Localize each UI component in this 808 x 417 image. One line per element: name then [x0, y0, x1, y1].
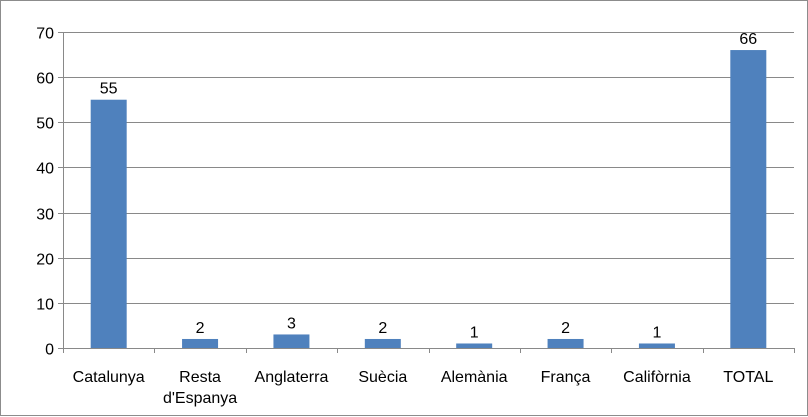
y-tick-label: 20 [36, 252, 54, 269]
data-label: 1 [652, 324, 661, 341]
x-tick-label: TOTAL [723, 369, 773, 386]
bar [730, 50, 767, 349]
y-tick-label: 60 [36, 71, 54, 88]
data-label: 1 [470, 324, 479, 341]
bars [90, 50, 767, 349]
x-tick-label: Alemània [441, 369, 508, 386]
x-axis-tick-labels: Catalunya Resta d'Espanya Anglaterra Suècia A… [73, 369, 774, 407]
y-tick-label: 70 [36, 26, 54, 43]
axes [63, 32, 795, 353]
bar [182, 338, 219, 348]
y-tick-label: 0 [45, 342, 54, 359]
x-tick-label: Resta d'Espanya [163, 369, 237, 407]
x-tick-label: França [541, 369, 591, 386]
bar [456, 343, 493, 348]
x-tick-label: Anglaterra [255, 369, 329, 386]
x-tick-label: Califòrnia [623, 369, 691, 386]
data-label: 2 [378, 320, 387, 337]
data-label: 2 [561, 320, 570, 337]
data-label: 55 [100, 81, 118, 98]
data-label: 66 [739, 31, 757, 48]
bar [364, 338, 401, 348]
bar [273, 334, 310, 348]
x-tick-label: Catalunya [73, 369, 145, 386]
data-labels: 55 2 3 2 1 2 1 66 [100, 31, 758, 341]
data-label: 3 [287, 315, 296, 332]
data-label: 2 [196, 320, 205, 337]
y-tick-label: 10 [36, 297, 54, 314]
bar [90, 99, 127, 348]
y-tick-label: 40 [36, 161, 54, 178]
gridlines [58, 32, 794, 349]
x-tick-label: Suècia [358, 369, 407, 386]
y-tick-label: 30 [36, 207, 54, 224]
bar [638, 343, 675, 348]
bar [547, 338, 584, 348]
y-axis-tick-labels: 0 10 20 30 40 50 60 70 [36, 26, 54, 359]
y-tick-label: 50 [36, 116, 54, 133]
